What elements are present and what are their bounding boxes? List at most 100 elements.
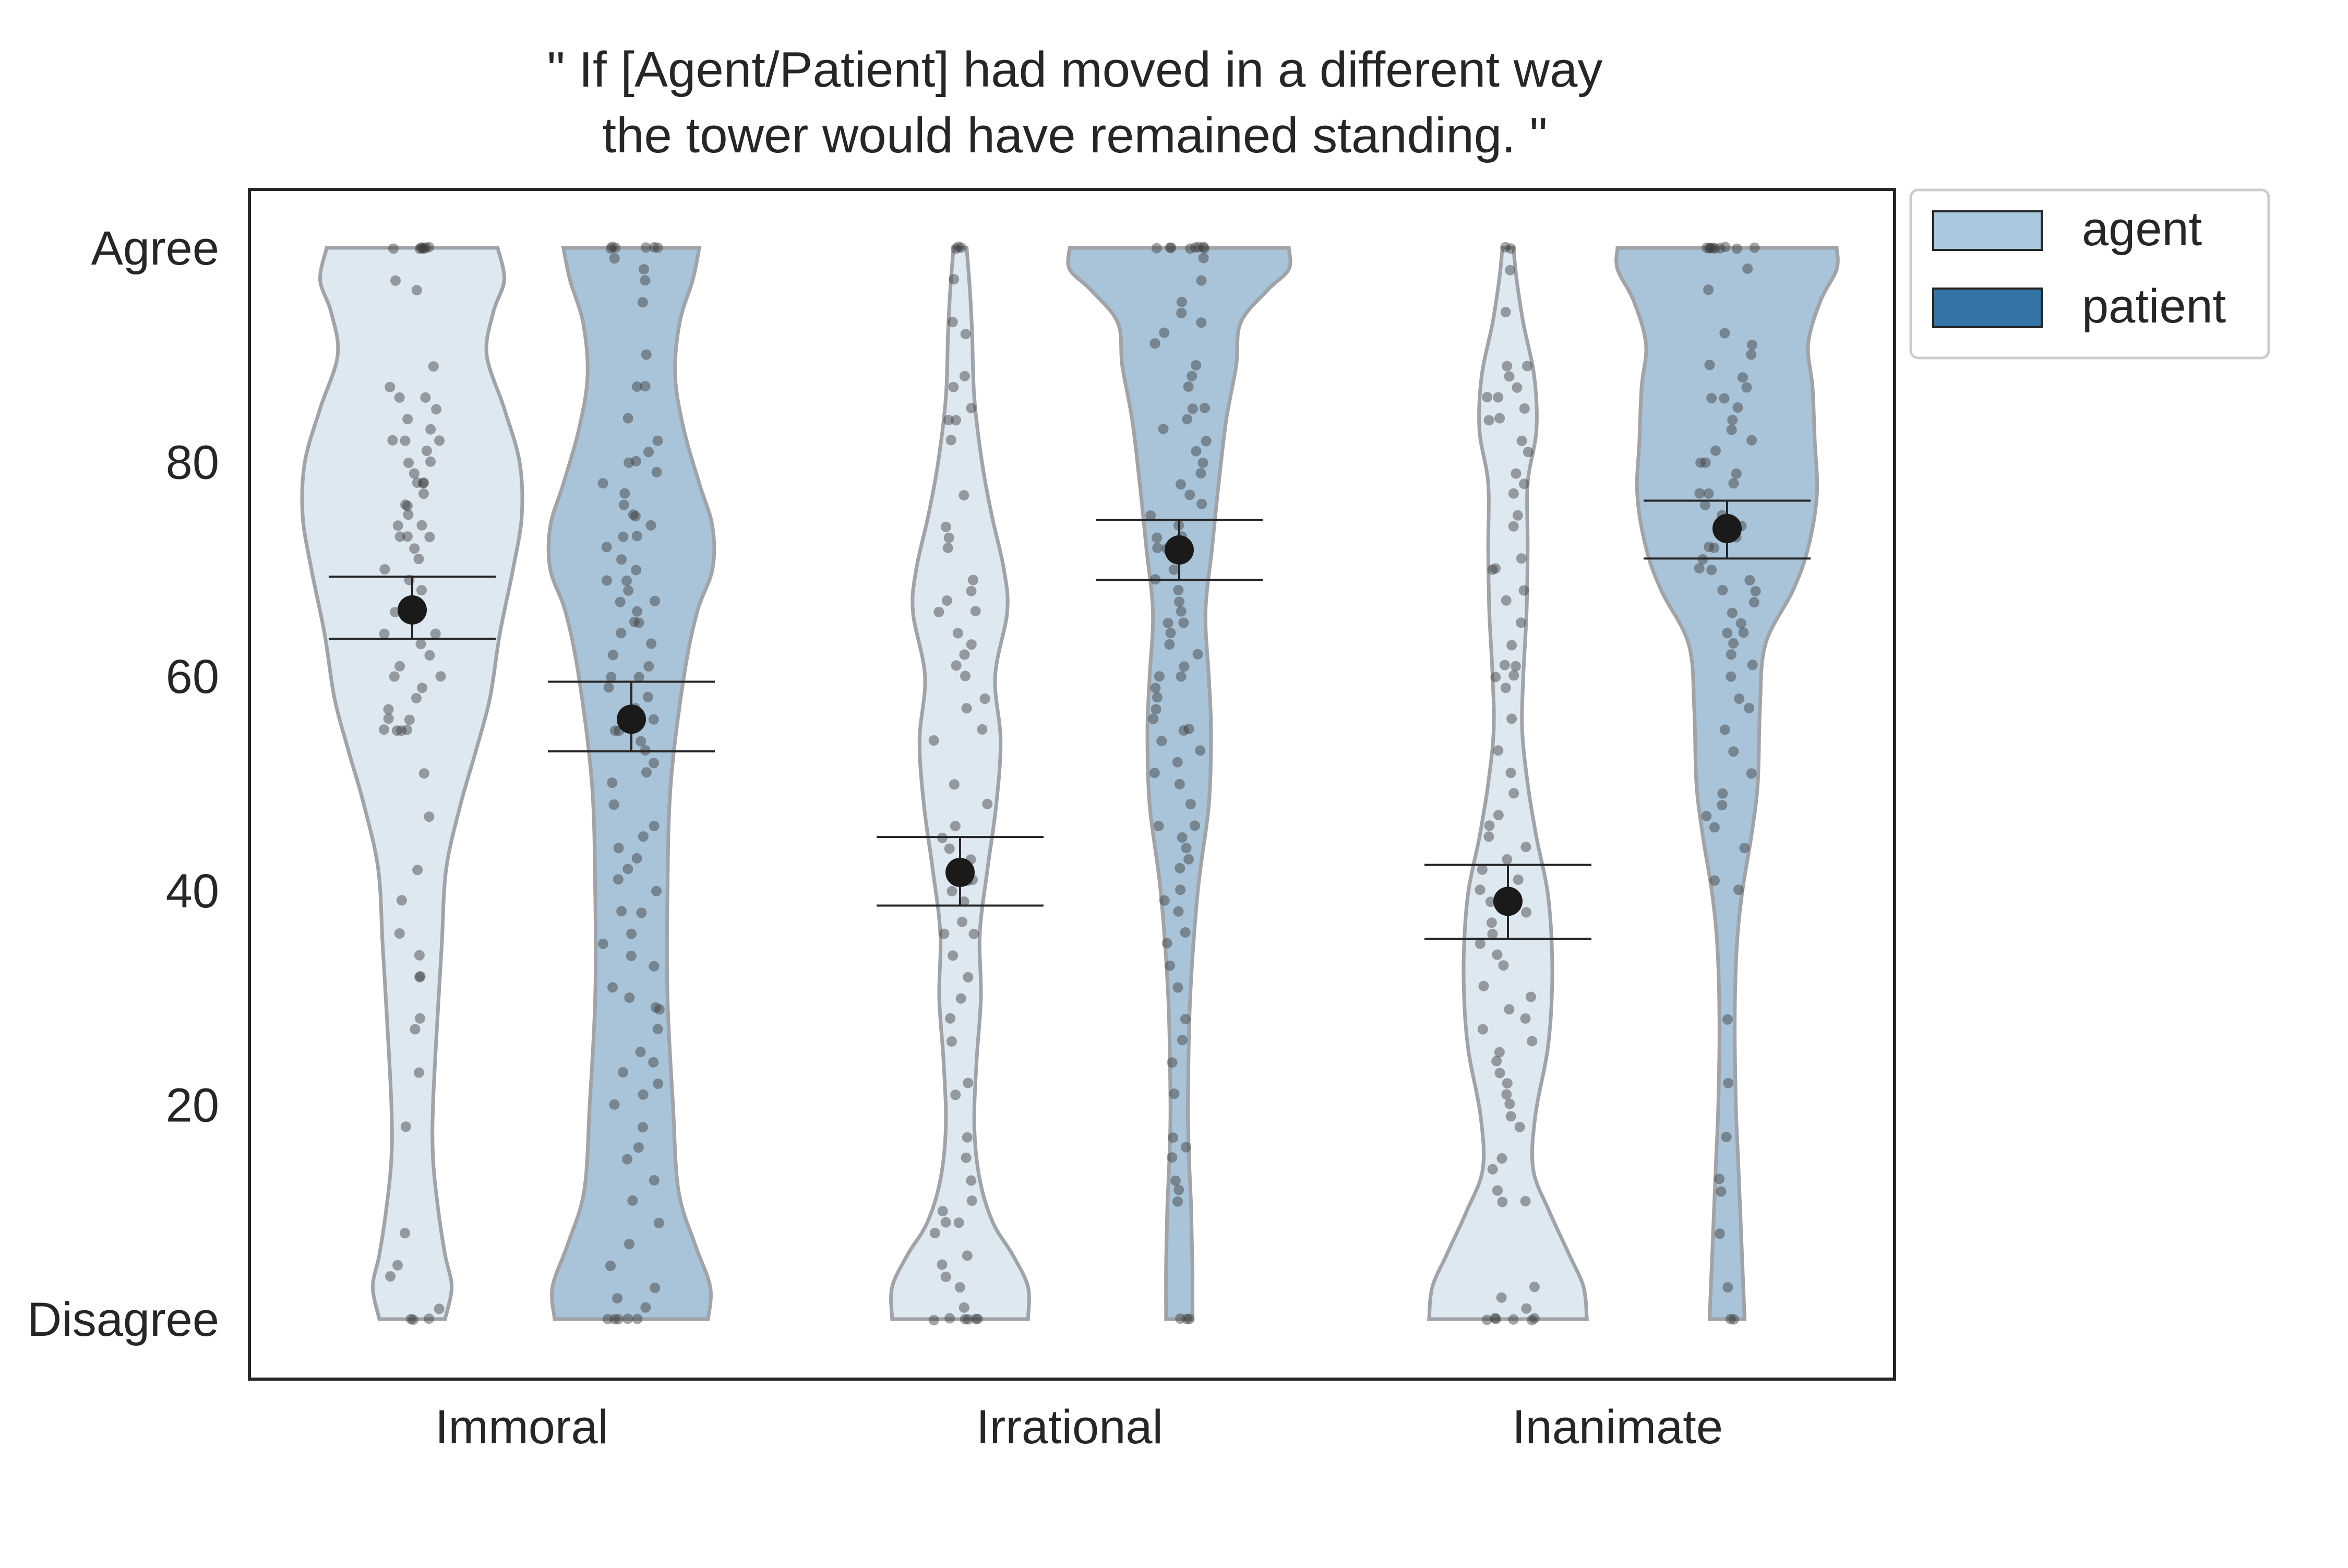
data-point — [1159, 895, 1170, 906]
data-point — [1182, 414, 1193, 425]
data-point — [1181, 1142, 1191, 1153]
data-point — [956, 242, 967, 253]
data-point — [391, 725, 402, 736]
data-point — [977, 724, 988, 735]
data-point — [1485, 896, 1496, 907]
data-point — [639, 264, 649, 274]
data-point — [966, 1195, 977, 1206]
data-point — [392, 520, 403, 531]
data-point — [1181, 1313, 1192, 1324]
data-point — [940, 1272, 951, 1282]
data-point — [1176, 606, 1187, 617]
data-point — [949, 779, 960, 790]
data-point — [412, 477, 423, 488]
data-point — [1481, 1314, 1492, 1325]
data-point — [413, 1067, 424, 1078]
data-point — [392, 1260, 403, 1271]
mean-marker — [617, 704, 646, 734]
data-point — [1177, 1035, 1188, 1046]
data-point — [1176, 479, 1186, 490]
data-point — [402, 500, 413, 511]
data-point — [412, 865, 423, 876]
data-point — [959, 649, 970, 660]
data-point — [642, 691, 653, 702]
data-point — [1483, 415, 1494, 426]
data-point — [1187, 403, 1198, 414]
data-point — [1482, 392, 1493, 403]
data-point — [631, 531, 642, 542]
data-point — [640, 242, 651, 253]
data-point — [929, 1228, 940, 1239]
data-point — [959, 1302, 969, 1313]
data-point — [954, 1282, 965, 1292]
data-point — [415, 639, 426, 650]
data-point — [971, 1313, 981, 1324]
data-point — [1701, 811, 1712, 822]
y-tick-label: Agree — [91, 222, 220, 275]
data-point — [940, 1217, 951, 1228]
data-point — [1502, 1078, 1513, 1089]
data-point — [1149, 768, 1160, 779]
data-point — [961, 703, 972, 714]
data-point — [1180, 1014, 1191, 1025]
mean-marker — [1712, 513, 1742, 543]
data-point — [649, 821, 660, 831]
data-point — [613, 843, 624, 854]
data-point — [615, 596, 626, 607]
data-point — [944, 1313, 955, 1324]
data-point — [1526, 1314, 1537, 1325]
data-point — [1150, 683, 1161, 693]
data-point — [616, 628, 627, 639]
data-point — [618, 499, 629, 510]
data-point — [416, 242, 427, 253]
data-point — [621, 575, 632, 586]
data-point — [622, 1154, 633, 1165]
data-point — [622, 1313, 633, 1324]
y-tick-label: 20 — [166, 1079, 219, 1132]
data-point — [1726, 649, 1736, 660]
data-point — [641, 349, 652, 360]
data-point — [1746, 349, 1757, 360]
data-point — [650, 1283, 661, 1294]
data-point — [1746, 435, 1757, 446]
data-point — [948, 950, 959, 961]
data-point — [1508, 670, 1519, 681]
data-point — [1728, 746, 1739, 757]
data-point — [940, 521, 951, 532]
data-point — [1516, 553, 1527, 564]
data-point — [1502, 854, 1513, 865]
data-point — [1175, 884, 1186, 895]
data-point — [1726, 671, 1736, 682]
data-point — [650, 595, 661, 606]
data-point — [638, 831, 649, 842]
data-point — [963, 1314, 974, 1325]
data-point — [635, 1046, 646, 1057]
data-point — [1151, 704, 1161, 715]
data-point — [1199, 243, 1210, 254]
data-point — [1506, 640, 1517, 651]
data-point — [1152, 532, 1163, 543]
data-point — [1192, 649, 1203, 660]
mean-ci-layer — [329, 499, 1811, 940]
data-point — [415, 971, 426, 982]
data-point — [1709, 822, 1720, 833]
data-point — [622, 864, 633, 875]
violin-agent-inanimate — [1427, 246, 1589, 1321]
data-point — [434, 435, 445, 446]
data-point — [961, 1152, 972, 1163]
data-point — [1725, 1313, 1736, 1324]
data-point — [973, 1313, 983, 1324]
data-point — [982, 798, 993, 809]
data-point — [1159, 327, 1170, 338]
data-point — [1710, 243, 1720, 254]
data-point — [417, 243, 428, 254]
legend: agent patient — [1909, 188, 2270, 360]
x-axis: Immoral Irrational Inanimate — [435, 1401, 1723, 1454]
data-point — [632, 606, 643, 617]
data-point — [633, 1142, 644, 1153]
data-point — [968, 928, 979, 939]
data-point — [1164, 639, 1175, 650]
data-point — [1152, 692, 1163, 703]
data-point — [1501, 1089, 1512, 1100]
data-point — [1505, 243, 1516, 254]
